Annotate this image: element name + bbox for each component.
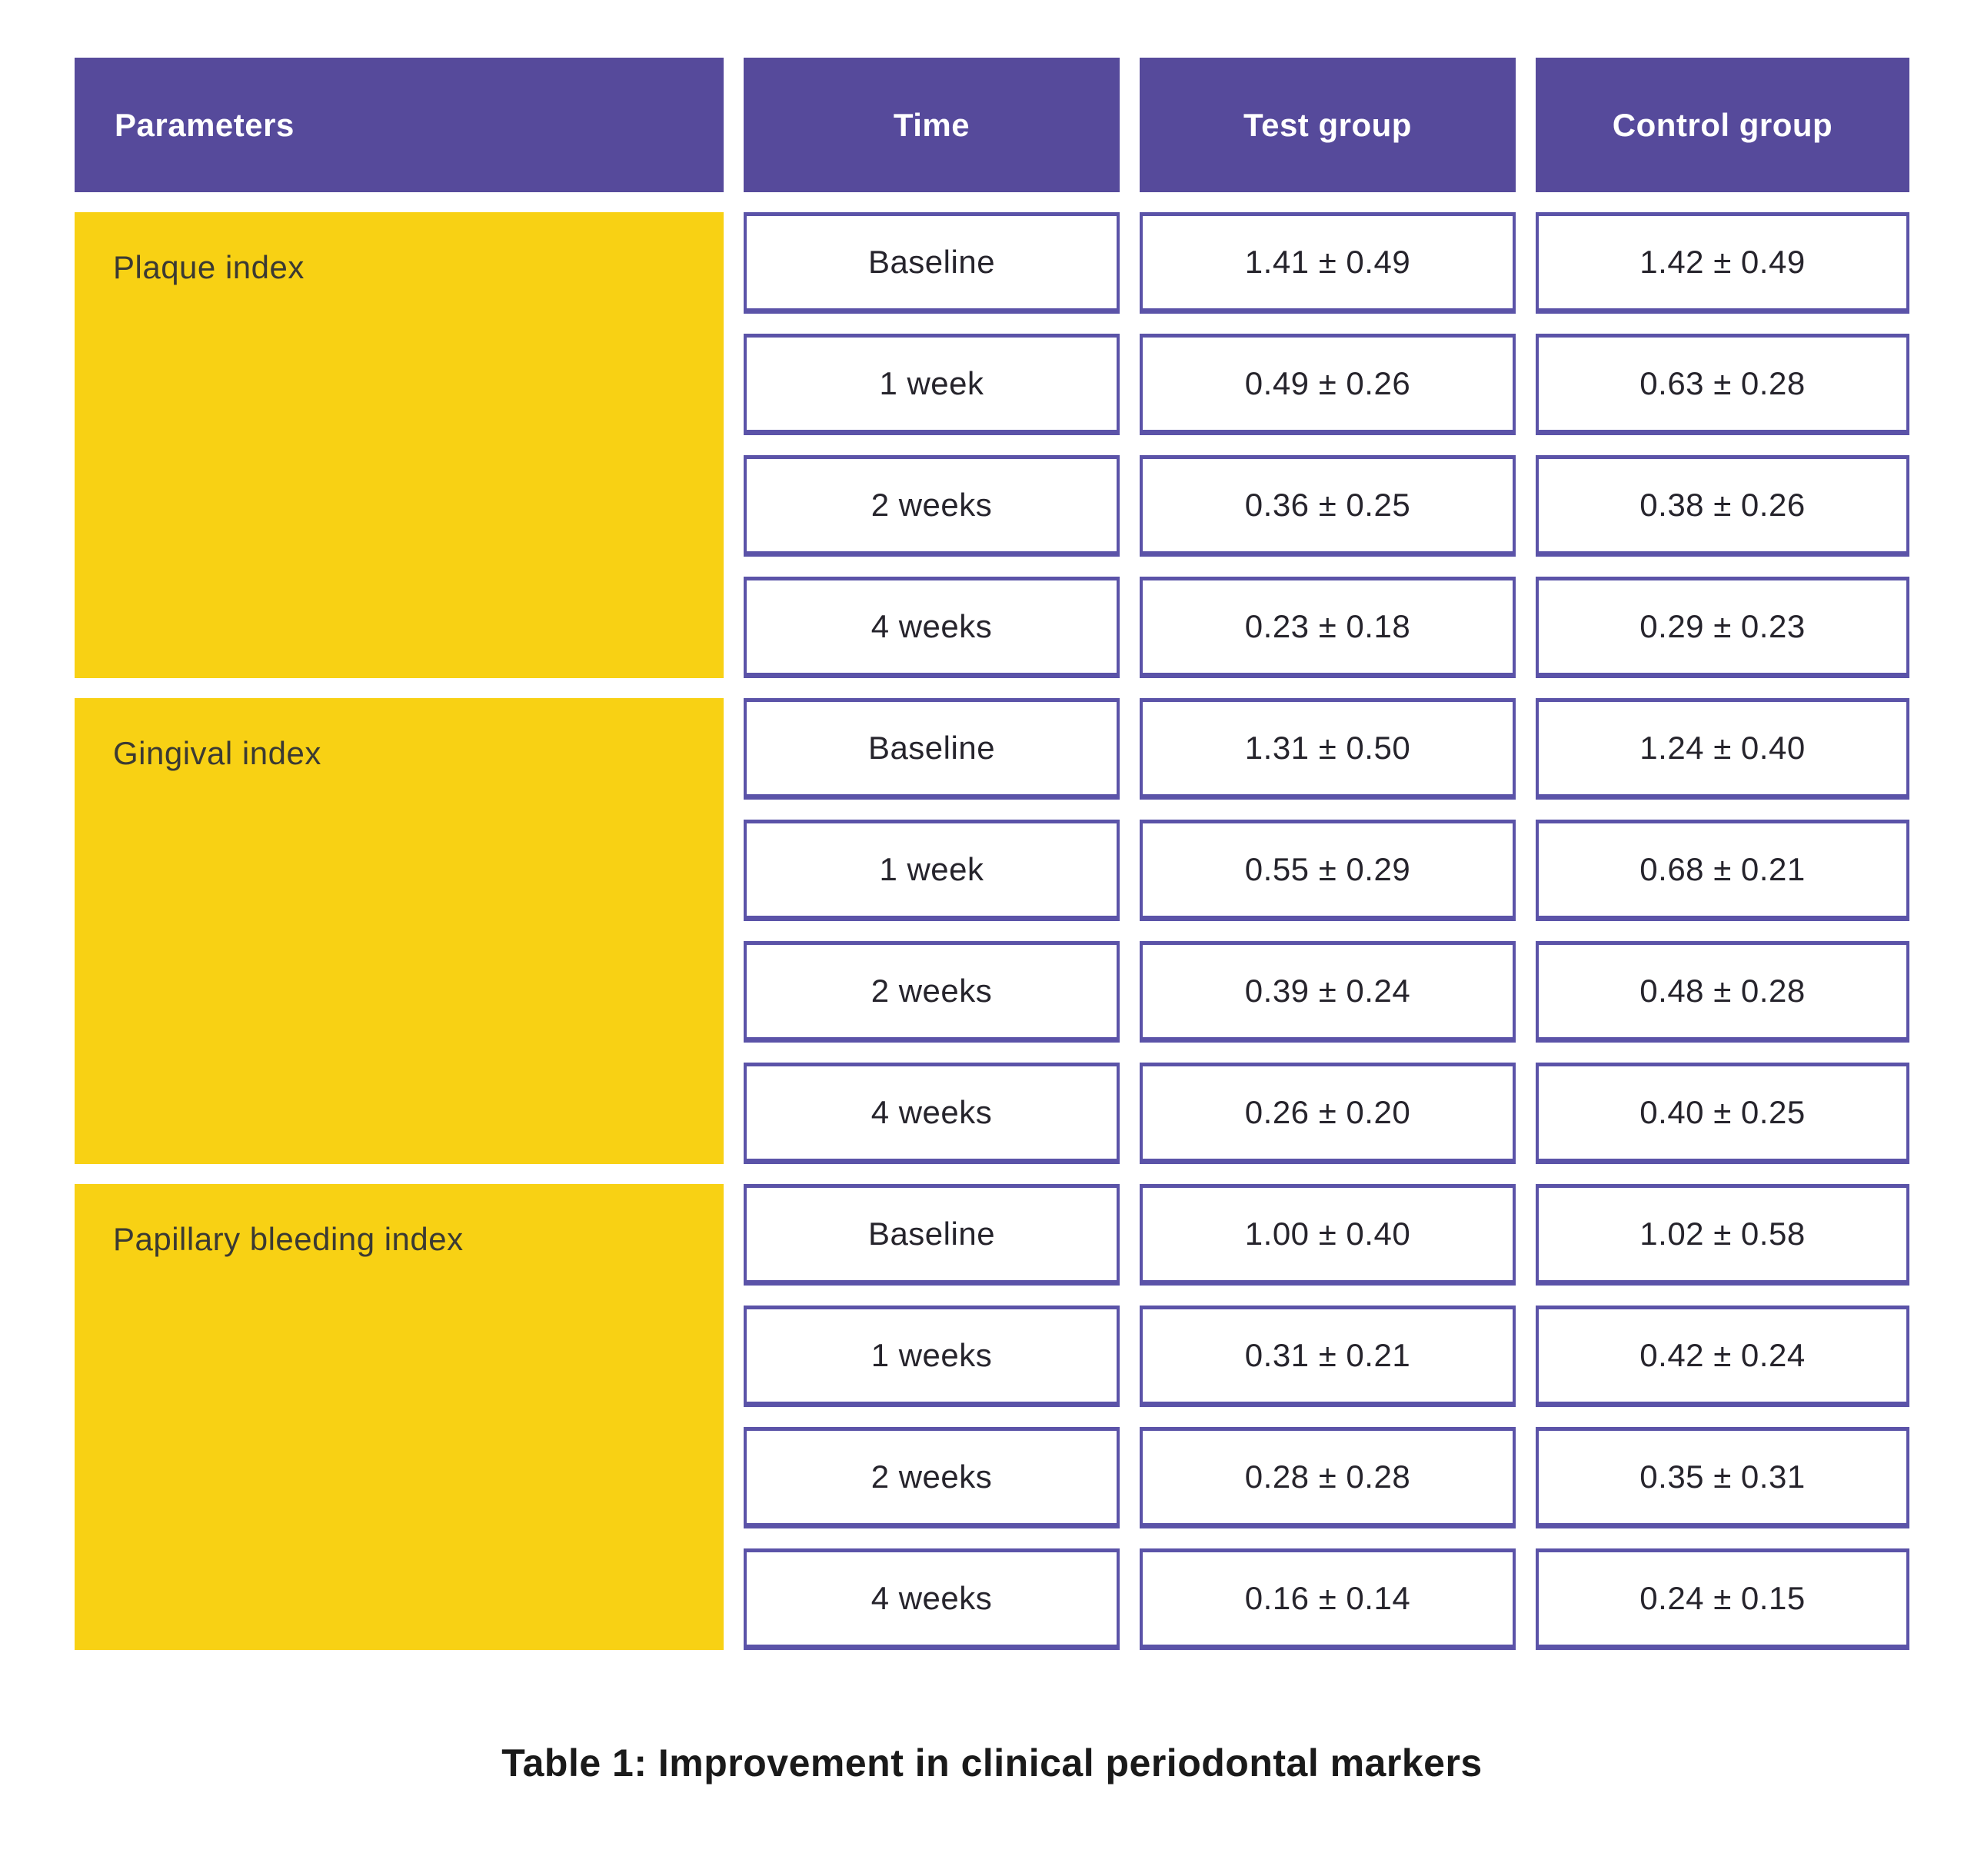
- control-value-cell: 1.42 ± 0.49: [1536, 212, 1909, 314]
- time-cell: 2 weeks: [744, 1427, 1120, 1528]
- test-value-cell: 0.31 ± 0.21: [1140, 1306, 1516, 1407]
- time-cell: 1 weeks: [744, 1306, 1120, 1407]
- control-value-cell: 0.42 ± 0.24: [1536, 1306, 1909, 1407]
- test-value-cell: 0.49 ± 0.26: [1140, 334, 1516, 435]
- header-parameters: Parameters: [75, 58, 724, 192]
- time-cell: 1 week: [744, 334, 1120, 435]
- param-gingival-index: Gingival index: [75, 698, 724, 1164]
- test-value-cell: 0.55 ± 0.29: [1140, 820, 1516, 921]
- time-cell: 4 weeks: [744, 1063, 1120, 1164]
- param-plaque-index: Plaque index: [75, 212, 724, 678]
- time-cell: 1 week: [744, 820, 1120, 921]
- time-cell: 2 weeks: [744, 455, 1120, 557]
- test-value-cell: 0.26 ± 0.20: [1140, 1063, 1516, 1164]
- test-value-cell: 0.28 ± 0.28: [1140, 1427, 1516, 1528]
- test-value-cell: 0.16 ± 0.14: [1140, 1548, 1516, 1650]
- header-control-group: Control group: [1536, 58, 1909, 192]
- control-value-cell: 1.24 ± 0.40: [1536, 698, 1909, 800]
- control-value-cell: 0.48 ± 0.28: [1536, 941, 1909, 1043]
- test-value-cell: 1.00 ± 0.40: [1140, 1184, 1516, 1286]
- test-value-cell: 0.36 ± 0.25: [1140, 455, 1516, 557]
- control-value-cell: 0.38 ± 0.26: [1536, 455, 1909, 557]
- time-cell: 2 weeks: [744, 941, 1120, 1043]
- param-papillary-bleeding-index: Papillary bleeding index: [75, 1184, 724, 1650]
- control-value-cell: 0.24 ± 0.15: [1536, 1548, 1909, 1650]
- table-caption: Table 1: Improvement in clinical periodo…: [501, 1741, 1483, 1785]
- test-value-cell: 0.23 ± 0.18: [1140, 577, 1516, 678]
- test-value-cell: 1.31 ± 0.50: [1140, 698, 1516, 800]
- control-value-cell: 0.35 ± 0.31: [1536, 1427, 1909, 1528]
- header-time: Time: [744, 58, 1120, 192]
- control-value-cell: 0.40 ± 0.25: [1536, 1063, 1909, 1164]
- control-value-cell: 0.68 ± 0.21: [1536, 820, 1909, 921]
- time-cell: Baseline: [744, 1184, 1120, 1286]
- control-value-cell: 1.02 ± 0.58: [1536, 1184, 1909, 1286]
- time-cell: Baseline: [744, 212, 1120, 314]
- time-cell: 4 weeks: [744, 1548, 1120, 1650]
- test-value-cell: 0.39 ± 0.24: [1140, 941, 1516, 1043]
- control-value-cell: 0.63 ± 0.28: [1536, 334, 1909, 435]
- time-cell: Baseline: [744, 698, 1120, 800]
- time-cell: 4 weeks: [744, 577, 1120, 678]
- control-value-cell: 0.29 ± 0.23: [1536, 577, 1909, 678]
- header-test-group: Test group: [1140, 58, 1516, 192]
- periodontal-markers-table: Parameters Time Test group Control group…: [75, 58, 1909, 1650]
- test-value-cell: 1.41 ± 0.49: [1140, 212, 1516, 314]
